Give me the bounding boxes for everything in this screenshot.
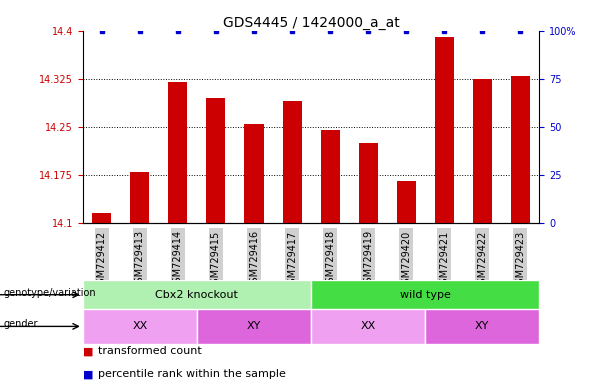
Bar (131, 172, 150, 223)
Title: GDS4445 / 1424000_a_at: GDS4445 / 1424000_a_at (223, 16, 400, 30)
Text: percentile rank within the sample: percentile rank within the sample (98, 369, 286, 379)
Text: XY: XY (475, 321, 490, 331)
Bar (359, 143, 378, 223)
Bar (83, 280, 311, 309)
Bar (425, 309, 539, 344)
Text: ■: ■ (83, 346, 97, 356)
Text: XX: XX (360, 321, 376, 331)
Bar (93, 213, 112, 223)
Text: transformed count: transformed count (98, 346, 202, 356)
Bar (283, 101, 302, 223)
Bar (83, 309, 197, 344)
Bar (511, 76, 530, 223)
Text: XX: XX (132, 321, 148, 331)
Bar (397, 181, 416, 223)
Text: ■: ■ (83, 369, 97, 379)
Bar (169, 82, 188, 223)
Bar (245, 124, 264, 223)
Bar (311, 280, 539, 309)
Bar (311, 309, 425, 344)
Bar (207, 98, 226, 223)
Text: wild type: wild type (400, 290, 451, 300)
Text: gender: gender (3, 319, 37, 329)
Bar (321, 130, 340, 223)
Bar (197, 309, 311, 344)
Bar (473, 79, 492, 223)
Bar (435, 37, 454, 223)
Text: genotype/variation: genotype/variation (3, 288, 96, 298)
Text: Cbx2 knockout: Cbx2 knockout (156, 290, 238, 300)
Text: XY: XY (247, 321, 261, 331)
